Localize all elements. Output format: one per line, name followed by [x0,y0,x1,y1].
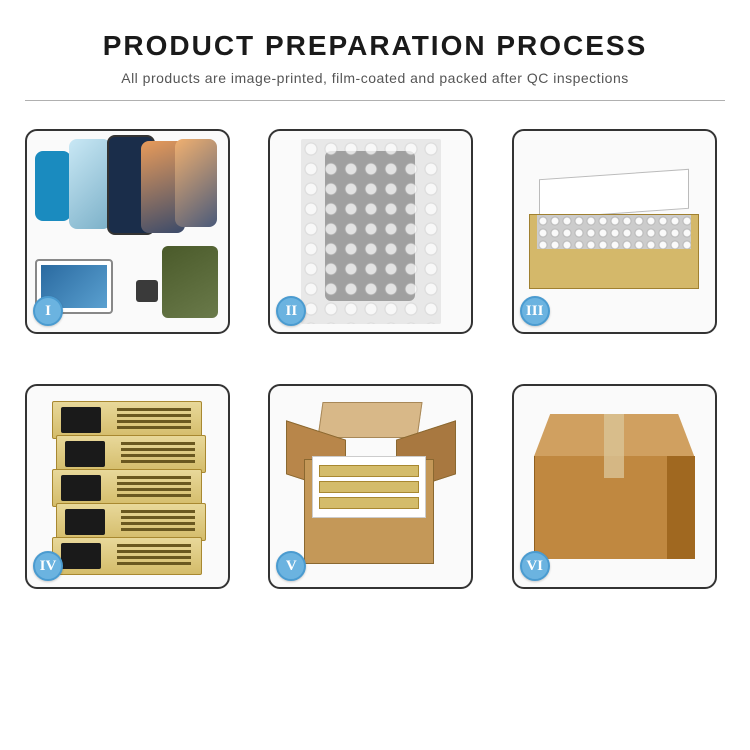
header: PRODUCT PREPARATION PROCESS All products… [25,30,725,86]
step-cell-5: V [268,384,473,589]
step-badge-5: V [276,551,306,581]
step-cell-3: III [512,129,717,334]
step-badge-1: I [33,296,63,326]
step-cell-1: I [25,129,230,334]
step-cell-4: IV [25,384,230,589]
page-title: PRODUCT PREPARATION PROCESS [25,30,725,62]
step-cell-6: VI [512,384,717,589]
step5-open-carton-icon [286,402,456,572]
step-badge-6: VI [520,551,550,581]
step3-flatbox-icon [529,174,699,289]
page-subtitle: All products are image-printed, film-coa… [25,70,725,86]
steps-grid: I II III IV V [25,129,725,589]
step6-sealed-carton-icon [534,414,694,559]
step2-bubblewrap-icon [301,139,441,324]
step-badge-3: III [520,296,550,326]
header-divider [25,100,725,101]
step4-stacked-boxes-icon [48,399,208,574]
step-cell-2: II [268,129,473,334]
step-badge-4: IV [33,551,63,581]
